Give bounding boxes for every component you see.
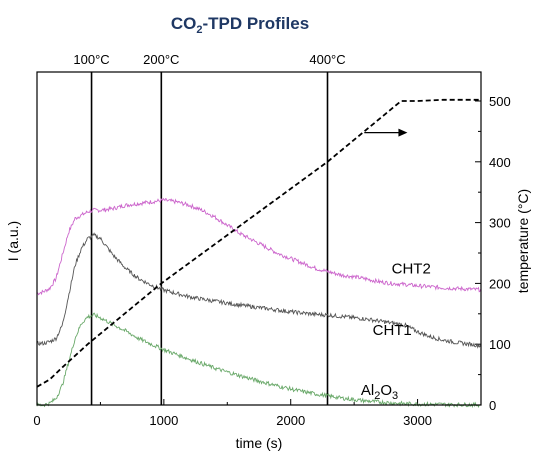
- series-label-3: Al2O3: [361, 382, 398, 402]
- y-axis-left-label: I (a.u.): [5, 221, 21, 261]
- series-line-cht1: [37, 232, 482, 349]
- series-line-al2o3: [36, 312, 481, 409]
- reference-label-3: 400°C: [309, 52, 345, 67]
- y-right-tick-label: 200: [489, 276, 511, 291]
- plot-area: 100°C 200°C 400°C 0 1000 2000 3000 0 100 200 300 40…: [33, 52, 510, 428]
- series-line-temperature: [36, 98, 481, 388]
- y-right-tick-label: 400: [489, 155, 511, 170]
- reference-label-2: 200°C: [143, 52, 179, 67]
- y-axis-right-label: temperature (°C): [515, 189, 531, 293]
- series-label-2: CHT1: [373, 322, 412, 339]
- y-right-tick-label: 500: [489, 94, 511, 109]
- chart-title: CO2-TPD Profiles: [171, 14, 309, 36]
- series-label-1: CHT2: [392, 260, 431, 277]
- y-right-tick-label: 100: [489, 337, 511, 352]
- x-tick-label: 3000: [403, 413, 432, 428]
- series-line-cht2: [36, 197, 482, 296]
- x-tick-label: 2000: [276, 413, 305, 428]
- x-axis-label: time (s): [236, 435, 283, 451]
- reference-label-1: 100°C: [73, 52, 109, 67]
- plot-frame: [36, 71, 482, 406]
- x-tick-label: 1000: [149, 413, 178, 428]
- temperature-arrow-head: [398, 128, 408, 137]
- y-right-tick-label: 300: [489, 216, 511, 231]
- x-tick-label: 0: [33, 413, 40, 428]
- y-right-tick-label: 0: [489, 398, 496, 413]
